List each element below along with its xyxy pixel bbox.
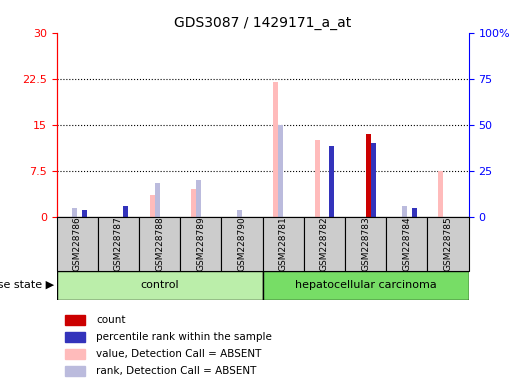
Bar bbox=[124, 206, 128, 217]
Text: GSM228782: GSM228782 bbox=[320, 217, 329, 271]
Bar bbox=[65, 349, 85, 359]
Bar bbox=[304, 217, 345, 271]
Text: GSM228785: GSM228785 bbox=[443, 217, 453, 271]
Bar bbox=[412, 208, 417, 217]
Bar bbox=[371, 143, 375, 217]
Text: control: control bbox=[140, 280, 179, 290]
Bar bbox=[196, 180, 201, 217]
Bar bbox=[72, 208, 77, 217]
Bar bbox=[402, 206, 407, 217]
Text: disease state ▶: disease state ▶ bbox=[0, 280, 55, 290]
Bar bbox=[180, 217, 221, 271]
Bar bbox=[139, 217, 180, 271]
Bar bbox=[263, 217, 304, 271]
Bar bbox=[65, 366, 85, 376]
Bar bbox=[57, 271, 263, 300]
Bar bbox=[150, 195, 154, 217]
Bar bbox=[65, 315, 85, 326]
Text: GSM228788: GSM228788 bbox=[155, 217, 164, 271]
Bar bbox=[345, 217, 386, 271]
Bar bbox=[427, 217, 469, 271]
Text: rank, Detection Call = ABSENT: rank, Detection Call = ABSENT bbox=[96, 366, 256, 376]
Text: GSM228790: GSM228790 bbox=[237, 217, 247, 271]
Text: GSM228783: GSM228783 bbox=[361, 217, 370, 271]
Bar bbox=[154, 183, 160, 217]
Bar bbox=[315, 140, 319, 217]
Bar bbox=[191, 189, 196, 217]
Bar bbox=[57, 217, 98, 271]
Text: GSM228789: GSM228789 bbox=[196, 217, 205, 271]
Text: GSM228787: GSM228787 bbox=[114, 217, 123, 271]
Bar bbox=[366, 134, 371, 217]
Bar bbox=[330, 146, 334, 217]
Text: GSM228781: GSM228781 bbox=[279, 217, 288, 271]
Text: percentile rank within the sample: percentile rank within the sample bbox=[96, 332, 272, 342]
Text: value, Detection Call = ABSENT: value, Detection Call = ABSENT bbox=[96, 349, 262, 359]
Bar bbox=[438, 171, 443, 217]
Text: count: count bbox=[96, 315, 126, 325]
Bar bbox=[98, 217, 139, 271]
Bar bbox=[82, 210, 87, 217]
Bar bbox=[386, 217, 427, 271]
Bar bbox=[273, 82, 278, 217]
Title: GDS3087 / 1429171_a_at: GDS3087 / 1429171_a_at bbox=[174, 16, 351, 30]
Bar bbox=[278, 125, 283, 217]
Bar bbox=[65, 332, 85, 342]
Bar bbox=[263, 271, 469, 300]
Bar bbox=[221, 217, 263, 271]
Text: GSM228784: GSM228784 bbox=[402, 217, 411, 271]
Text: GSM228786: GSM228786 bbox=[73, 217, 82, 271]
Text: hepatocellular carcinoma: hepatocellular carcinoma bbox=[295, 280, 437, 290]
Bar bbox=[237, 210, 242, 217]
